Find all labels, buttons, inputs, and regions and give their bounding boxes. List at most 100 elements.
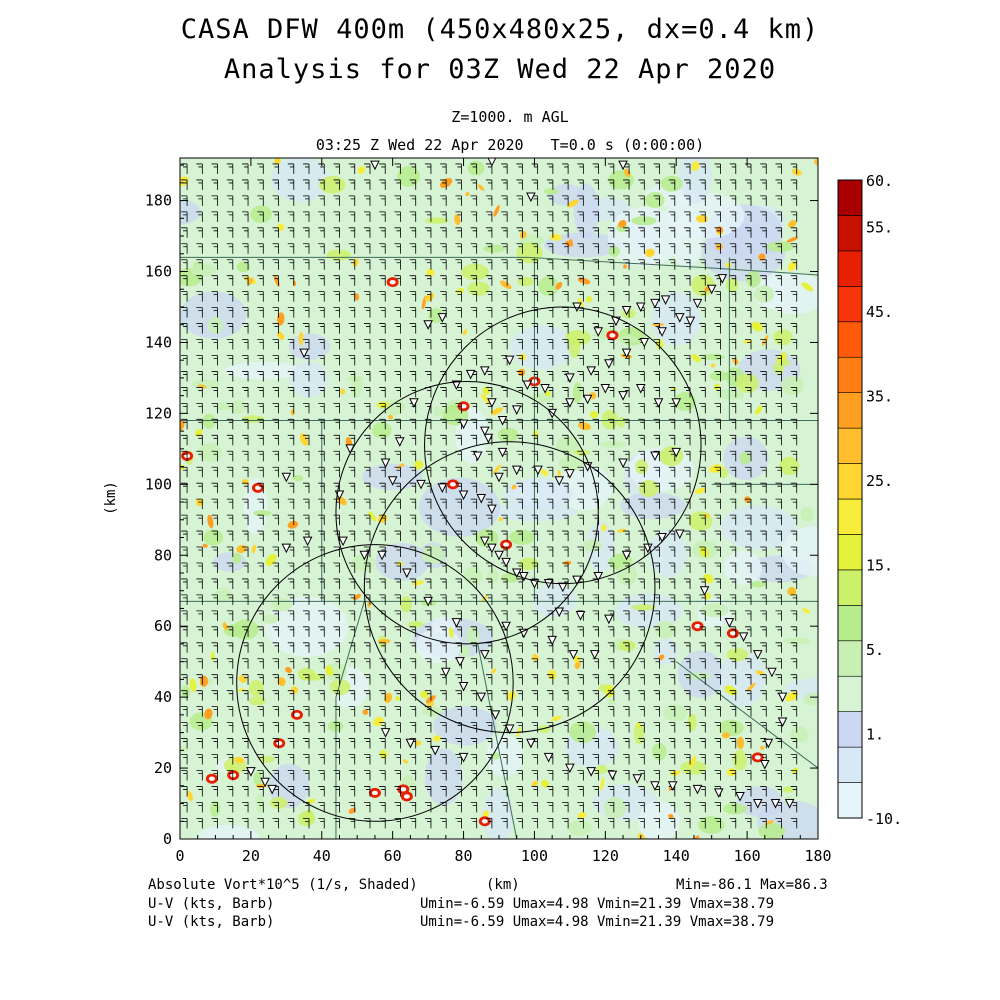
wind-barb bbox=[257, 291, 264, 302]
wind-barb bbox=[729, 450, 737, 462]
wind-barb bbox=[790, 323, 798, 334]
wind-barb bbox=[318, 418, 325, 430]
moderate-vorticity-patch bbox=[203, 529, 224, 546]
colorbar-segment bbox=[837, 356, 863, 393]
moderate-vorticity-patch bbox=[680, 760, 707, 775]
wind-barb bbox=[196, 434, 203, 446]
wind-barb bbox=[424, 722, 432, 733]
wind-barb bbox=[455, 195, 462, 206]
wind-barb bbox=[607, 355, 615, 366]
wind-barb bbox=[485, 243, 493, 254]
wind-barb bbox=[684, 307, 691, 318]
barb-label-1: U-V (kts, Barb) bbox=[148, 896, 275, 912]
station-marker-icon bbox=[777, 692, 788, 703]
wind-barb bbox=[303, 642, 310, 653]
wind-barb bbox=[699, 355, 706, 366]
wind-barb bbox=[363, 530, 371, 542]
low-vorticity-patch bbox=[548, 184, 584, 206]
wind-barb bbox=[303, 786, 310, 797]
wind-barb bbox=[394, 578, 401, 589]
high-vorticity-streak bbox=[204, 708, 213, 720]
wind-barb bbox=[348, 371, 356, 382]
wind-barb bbox=[485, 610, 493, 621]
moderate-vorticity-patch bbox=[732, 749, 747, 771]
wind-barb bbox=[287, 339, 295, 350]
y-tick-label: 160 bbox=[145, 263, 172, 281]
wind-barb bbox=[516, 738, 523, 749]
wind-barb bbox=[303, 227, 310, 238]
wind-barb bbox=[409, 610, 417, 621]
wind-barb bbox=[196, 498, 203, 510]
wind-barb bbox=[409, 786, 417, 797]
wind-barb bbox=[424, 562, 432, 573]
wind-barb bbox=[714, 482, 721, 494]
colorbar-segment bbox=[837, 215, 863, 252]
wind-barb bbox=[714, 626, 721, 637]
colorbar-segment bbox=[837, 782, 863, 819]
wind-barb bbox=[699, 674, 706, 685]
wind-barb bbox=[394, 163, 401, 174]
moderate-vorticity-patch bbox=[518, 557, 539, 570]
wind-barb bbox=[363, 387, 371, 398]
wind-barb bbox=[638, 610, 645, 621]
wind-barb bbox=[409, 817, 417, 829]
wind-barb bbox=[348, 706, 356, 717]
wind-barb bbox=[226, 259, 234, 270]
wind-barb bbox=[394, 530, 401, 542]
wind-barb bbox=[379, 402, 386, 414]
wind-barb bbox=[577, 801, 584, 813]
wind-barb bbox=[363, 770, 371, 781]
wind-barb bbox=[592, 179, 599, 190]
station-marker-icon bbox=[423, 320, 433, 330]
wind-barb bbox=[790, 514, 798, 526]
wind-barb bbox=[562, 291, 569, 302]
high-vorticity-streak bbox=[787, 261, 797, 272]
wind-barb bbox=[516, 530, 523, 542]
wind-barb bbox=[242, 243, 249, 254]
wind-barb bbox=[562, 355, 569, 366]
wind-barb bbox=[440, 498, 447, 510]
wind-barb bbox=[760, 658, 767, 669]
wind-barb bbox=[607, 323, 615, 334]
moderate-vorticity-patch bbox=[466, 625, 480, 646]
wind-barb bbox=[211, 418, 218, 430]
wind-barb bbox=[272, 801, 279, 813]
wind-barb bbox=[501, 514, 508, 526]
wind-barb bbox=[257, 690, 264, 701]
wind-barb bbox=[211, 259, 218, 270]
wind-barb bbox=[668, 227, 676, 238]
wind-barb bbox=[272, 434, 279, 446]
wind-barb bbox=[501, 754, 508, 765]
high-vorticity-streak bbox=[298, 331, 304, 346]
wind-barb bbox=[181, 227, 188, 238]
wind-barb bbox=[729, 754, 737, 765]
wind-barb bbox=[623, 594, 630, 605]
wind-barb bbox=[729, 674, 737, 685]
wind-barb bbox=[181, 578, 188, 589]
wind-barb bbox=[729, 163, 737, 174]
high-vorticity-streak bbox=[555, 281, 563, 290]
station-marker-icon bbox=[430, 745, 441, 756]
wind-barb bbox=[226, 706, 234, 717]
wind-barb bbox=[531, 817, 539, 829]
high-vorticity-streak bbox=[415, 740, 422, 746]
wind-barb bbox=[623, 626, 630, 637]
wind-barb bbox=[668, 514, 676, 526]
station-marker-icon bbox=[671, 447, 682, 458]
wind-barb bbox=[729, 706, 737, 717]
wind-barb bbox=[562, 754, 569, 765]
wind-barb bbox=[745, 307, 752, 318]
wind-barb bbox=[714, 466, 721, 478]
wind-barb bbox=[790, 722, 798, 733]
wind-barb bbox=[257, 179, 264, 190]
wind-barb bbox=[257, 163, 264, 174]
wind-barb bbox=[440, 163, 447, 174]
wind-barb bbox=[577, 817, 584, 829]
wind-barb bbox=[287, 706, 295, 717]
wind-barb bbox=[196, 578, 203, 589]
station-marker-icon bbox=[604, 359, 614, 369]
wind-barb bbox=[623, 434, 630, 446]
wind-barb bbox=[516, 434, 523, 446]
moderate-vorticity-patch bbox=[701, 353, 725, 361]
